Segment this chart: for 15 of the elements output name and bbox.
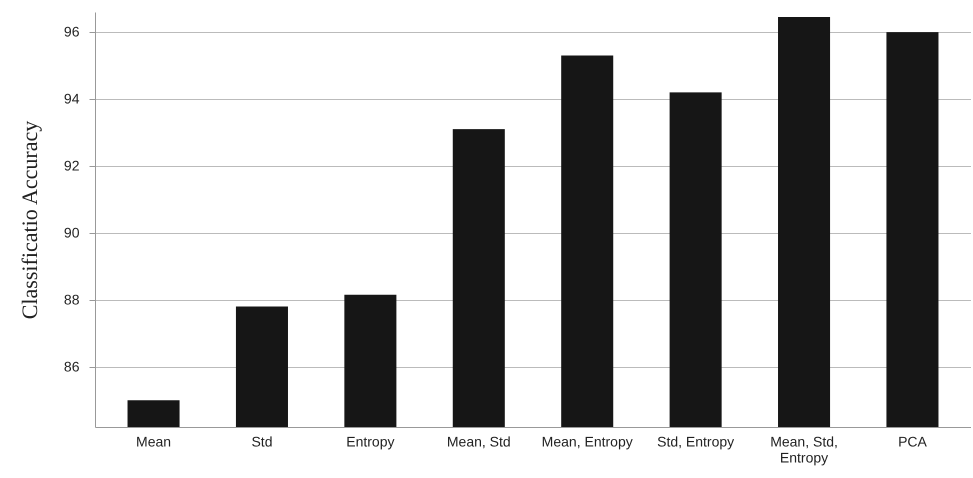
y-tick-label: 94 [64,90,80,107]
x-tick-label: Mean [136,434,172,450]
y-tick-label: 86 [64,358,80,374]
x-tick-label: Mean, Std [446,434,511,450]
x-tick-label: Entropy [346,434,394,450]
x-tick-label: Std [251,434,272,450]
y-axis-title: Classificatio Accuracy [16,120,42,320]
x-tick-label: Mean, Std, Entropy [770,434,838,466]
y-tick-label: 88 [64,291,80,308]
y-tick-label: 92 [64,157,80,174]
y-tick-label: 90 [64,224,80,240]
x-tick-label: Mean, Entropy [542,434,633,450]
x-tick-label: Std, Entropy [657,434,734,450]
y-tick-label: 96 [64,24,80,40]
x-tick-label: PCA [898,434,928,450]
